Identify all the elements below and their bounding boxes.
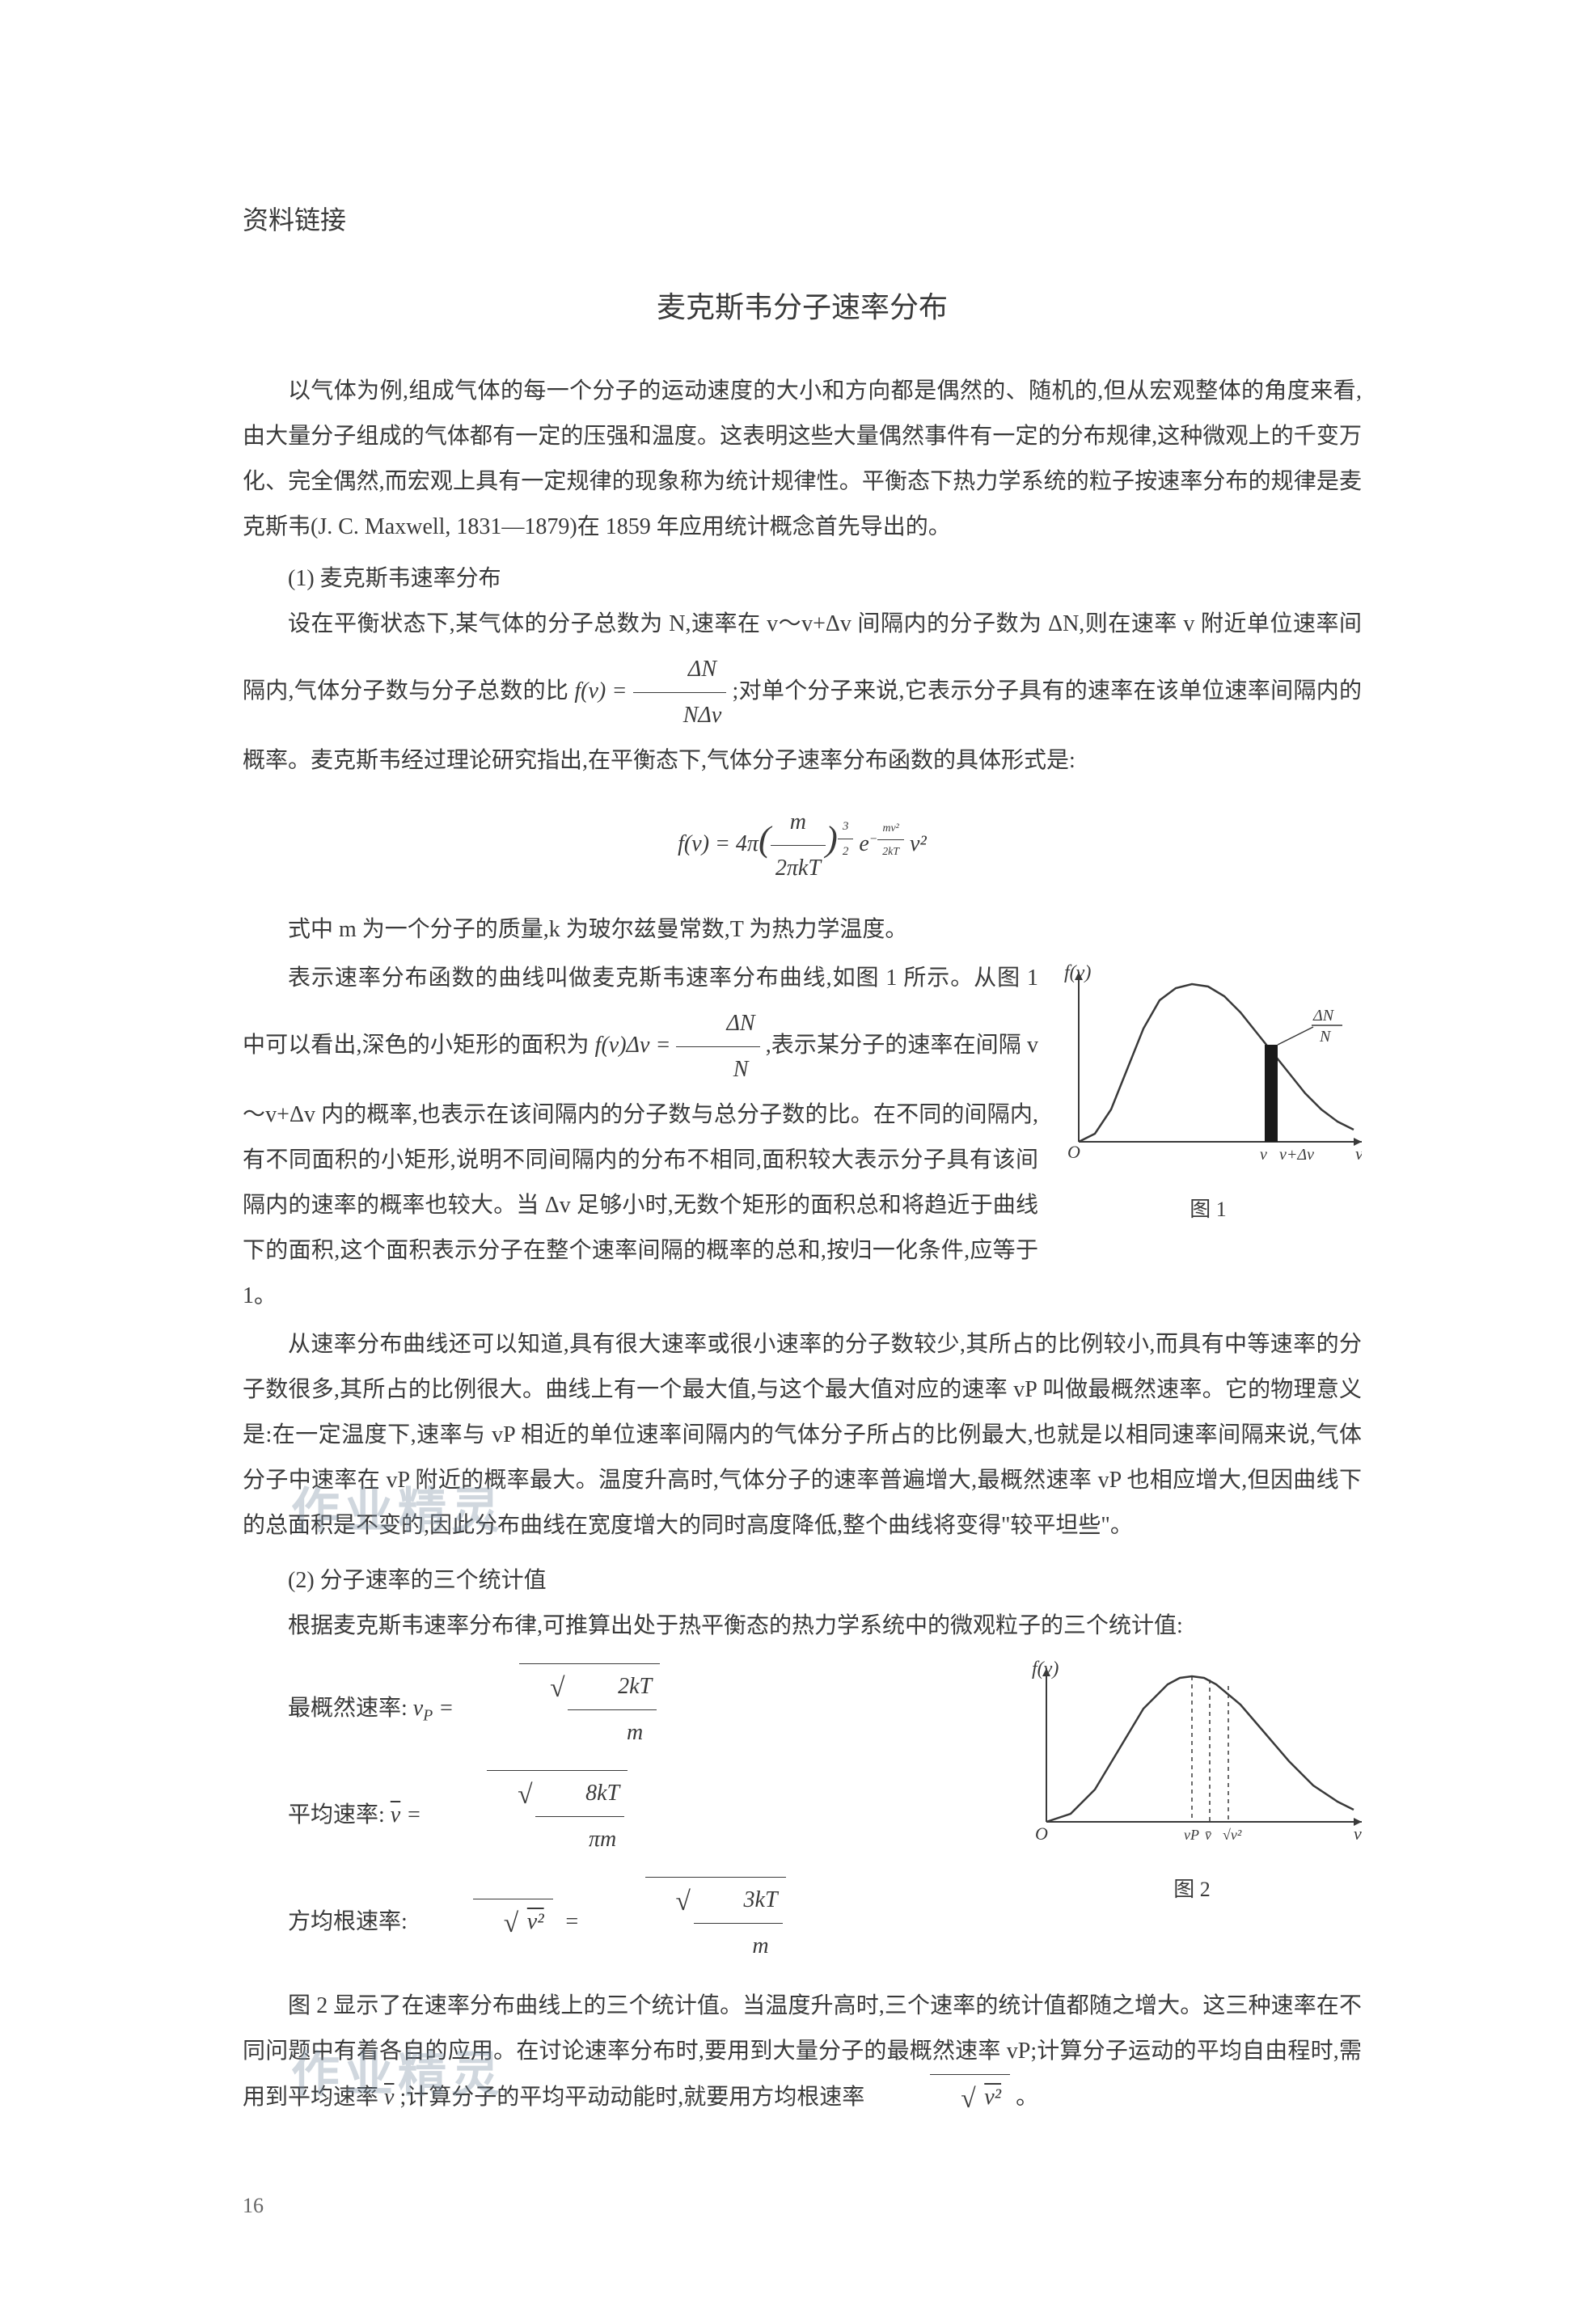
- fig1-curve: [1079, 984, 1354, 1142]
- formula-maxwell: f(v) = 4π(m2πkT)32 e−mv²2kT v²: [243, 800, 1362, 891]
- figure-1-svg: f(v) O v v+Δv v ΔN N: [1054, 956, 1362, 1166]
- subsection-1: (1) 麦克斯韦速率分布: [243, 556, 1362, 602]
- subsection-2: (2) 分子速率的三个统计值: [243, 1558, 1362, 1604]
- formula-fvdv: f(v)Δv = ΔNN: [595, 1033, 766, 1058]
- p4-text-b: ,表示某分子的速率在间隔 v～v+Δv 内的概率,也表示在该间隔内的分子数与总分…: [243, 1033, 1038, 1308]
- fig2-origin: O: [1035, 1823, 1048, 1844]
- figure-1-caption: 图 1: [1054, 1189, 1362, 1231]
- fig1-origin: O: [1067, 1142, 1080, 1162]
- fig1-xlabel-v: v: [1260, 1146, 1267, 1164]
- paragraph-6: 根据麦克斯韦速率分布律,可推算出处于热平衡态的热力学系统中的微观粒子的三个统计值…: [243, 1604, 1362, 1649]
- section-label: 资料链接: [243, 194, 1362, 246]
- page-number: 16: [243, 2185, 1362, 2227]
- fig1-frac-den: N: [1319, 1028, 1332, 1046]
- figure-2-svg: f(v) O vP v̄ √v² v: [1022, 1652, 1362, 1846]
- fig1-xlabel: v: [1355, 1143, 1362, 1164]
- fig2-curve: [1046, 1676, 1354, 1822]
- figure-2: f(v) O vP v̄ √v² v 图 2: [1022, 1652, 1362, 1911]
- paragraph-2: 设在平衡状态下,某气体的分子总数为 N,速率在 v～v+Δv 间隔内的分子数为 …: [243, 602, 1362, 784]
- figure-2-caption: 图 2: [1022, 1869, 1362, 1911]
- fig2-xlabel-vrms: √v²: [1223, 1827, 1242, 1843]
- page-title: 麦克斯韦分子速率分布: [243, 278, 1362, 336]
- watermark-1: 作业精灵: [291, 1463, 505, 1560]
- stat3-label: 方均根速率:: [288, 1909, 408, 1934]
- fig2-ylabel: f(v): [1032, 1658, 1059, 1680]
- figure-1: f(v) O v v+Δv v ΔN N 图 1: [1054, 956, 1362, 1231]
- paragraph-3: 式中 m 为一个分子的质量,k 为玻尔兹曼常数,T 为热力学温度。: [243, 907, 1362, 953]
- fig1-ylabel: f(v): [1064, 962, 1091, 983]
- fig2-xlabel-vbar: v̄: [1205, 1827, 1211, 1843]
- formula-fv-def: f(v) = ΔNNΔv: [574, 678, 732, 704]
- watermark-2: 作业精灵: [291, 2026, 505, 2123]
- fig1-frac-num: ΔN: [1312, 1007, 1335, 1025]
- fig1-xlabel-vdv: v+Δv: [1279, 1146, 1314, 1164]
- fig1-bar: [1265, 1045, 1278, 1142]
- stat1-label: 最概然速率:: [288, 1696, 408, 1721]
- p7-text-c: 。: [1016, 2085, 1038, 2110]
- stat2-label: 平均速率:: [288, 1802, 385, 1828]
- fig2-xlabel-vp: vP: [1184, 1827, 1199, 1843]
- vrms-symbol: v²: [870, 2085, 1016, 2110]
- paragraph-intro: 以气体为例,组成气体的每一个分子的运动速度的大小和方向都是偶然的、随机的,但从宏…: [243, 369, 1362, 550]
- fig2-xlabel: v: [1354, 1823, 1362, 1844]
